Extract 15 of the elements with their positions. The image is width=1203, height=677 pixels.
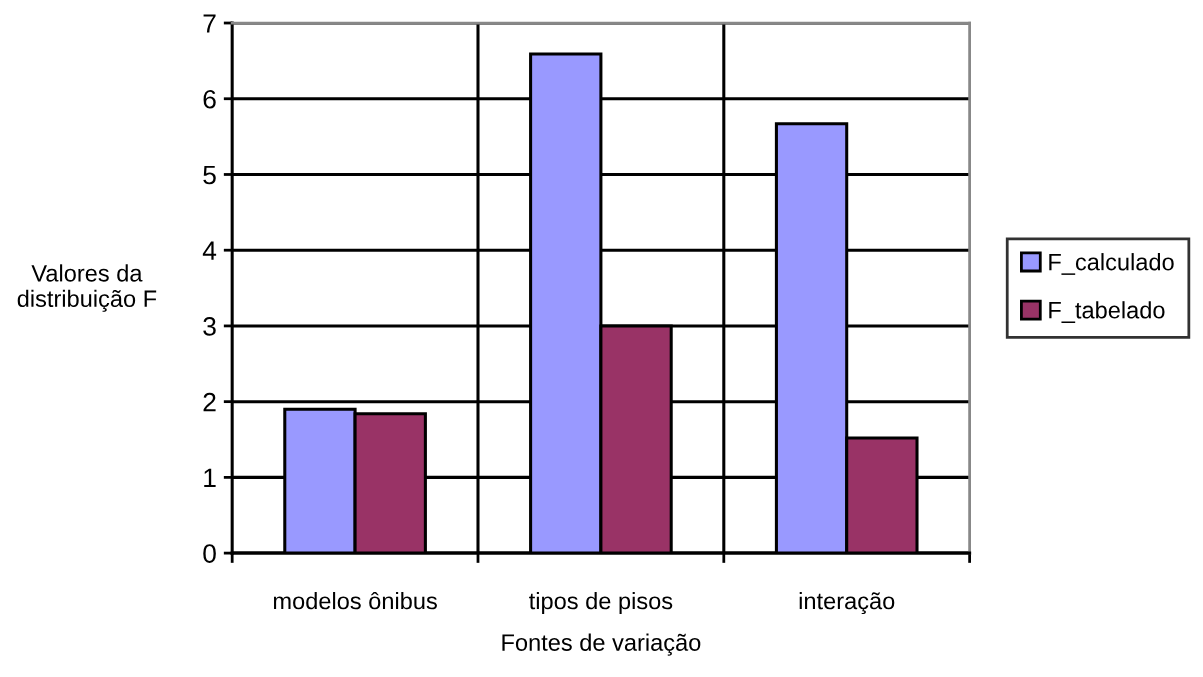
y-tick-label: 2 <box>203 392 216 412</box>
y-tick-label: 6 <box>203 89 216 109</box>
legend-label: F_calculado <box>1049 253 1174 275</box>
x-tick-label: interação <box>799 592 895 615</box>
legend-label: F_tabelado <box>1049 301 1165 323</box>
x-tick-label: modelos ônibus <box>273 591 437 610</box>
y-tick-label: 1 <box>204 468 216 487</box>
y-axis-title: Valores da distribuição F <box>17 264 157 312</box>
x-axis-title: Fontes de variação <box>502 633 701 656</box>
y-tick-label: 4 <box>202 241 217 260</box>
y-tick-label: 5 <box>203 165 216 185</box>
x-tick-label: tipos de pisos <box>529 592 673 615</box>
y-tick-label: 3 <box>203 317 216 336</box>
y-tick-label: 0 <box>203 544 216 563</box>
y-tick-label: 7 <box>203 14 216 33</box>
